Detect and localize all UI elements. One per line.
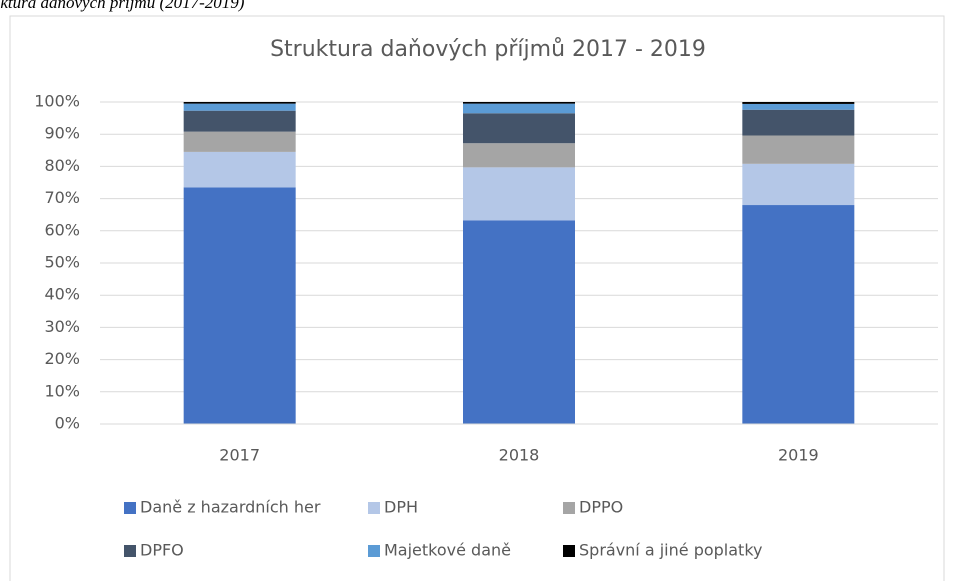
chart-title: Struktura daňových příjmů 2017 - 2019 [270, 37, 706, 62]
legend-label: Správní a jiné poplatky [579, 541, 762, 560]
legend-label: Daně z hazardních her [140, 498, 321, 517]
legend-swatch [563, 545, 575, 557]
y-tick-label: 90% [44, 124, 80, 143]
bar-segment [742, 103, 855, 110]
y-tick-label: 10% [44, 381, 80, 400]
bar-segment [183, 102, 296, 104]
caption: Struktura daňových příjmů (2017-2019) [0, 0, 245, 12]
bar-segment [742, 102, 855, 104]
legend-swatch [124, 545, 136, 557]
y-tick-label: 40% [44, 285, 80, 304]
legend-label: Majetkové daně [384, 541, 511, 560]
bar-segment [183, 103, 296, 111]
legend-label: DPFO [140, 541, 184, 560]
y-tick-label: 70% [44, 188, 80, 207]
bar-segment [463, 143, 575, 168]
bar-segment [742, 109, 855, 136]
x-tick-label: 2017 [219, 446, 260, 465]
y-tick-label: 50% [44, 253, 80, 272]
bar-segment [183, 187, 296, 424]
bar-segment [463, 103, 575, 114]
bar-segment [463, 113, 575, 144]
y-tick-label: 0% [55, 414, 80, 433]
y-tick-label: 20% [44, 349, 80, 368]
y-tick-label: 60% [44, 220, 80, 239]
y-tick-label: 100% [34, 92, 80, 111]
bar-segment [183, 131, 296, 152]
bar-segment [463, 167, 575, 221]
bar-segment [742, 135, 855, 164]
y-tick-label: 30% [44, 317, 80, 336]
bar-segment [742, 205, 855, 424]
legend-swatch [368, 502, 380, 514]
bar-segment [183, 110, 296, 132]
legend-label: DPPO [579, 498, 623, 517]
bar-segment [463, 220, 575, 424]
legend-label: DPH [384, 498, 418, 517]
legend-swatch [563, 502, 575, 514]
bar-segment [742, 163, 855, 206]
x-tick-label: 2019 [778, 446, 819, 465]
x-tick-label: 2018 [499, 446, 540, 465]
legend-swatch [368, 545, 380, 557]
legend-swatch [124, 502, 136, 514]
y-tick-label: 80% [44, 156, 80, 175]
bar-segment [463, 102, 575, 104]
bar-segment [183, 151, 296, 188]
